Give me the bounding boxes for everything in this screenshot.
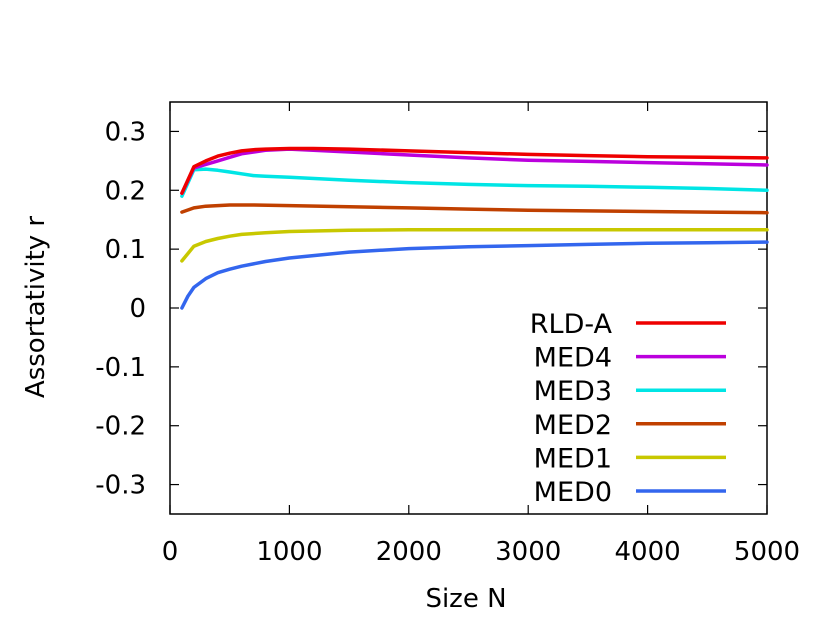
x-tick-label: 2000 bbox=[376, 537, 442, 567]
y-tick-label: 0 bbox=[129, 294, 146, 324]
y-tick-label: 0.1 bbox=[105, 235, 146, 265]
y-tick-label: 0.3 bbox=[105, 117, 146, 147]
legend-label-med3: MED3 bbox=[534, 376, 612, 407]
y-axis-title: Assortativity r bbox=[21, 216, 51, 398]
series-line-med0 bbox=[180, 240, 769, 310]
y-tick-label: 0.2 bbox=[105, 176, 146, 206]
legend-label-med1: MED1 bbox=[534, 443, 612, 474]
ticks-group: -0.3 -0.2 -0.1 0 0.1 0.2 0.3 0 1000 2000 3000 4000 5… bbox=[95, 102, 800, 567]
series-line-med3 bbox=[180, 167, 769, 198]
series-line-rld-a bbox=[180, 146, 769, 195]
legend-label-med4: MED4 bbox=[534, 343, 612, 374]
x-tick-label: 3000 bbox=[495, 537, 561, 567]
series-line-med1 bbox=[180, 227, 769, 263]
y-tick-label: -0.3 bbox=[95, 471, 146, 501]
legend-label-med0: MED0 bbox=[534, 477, 612, 508]
y-tick-label: -0.2 bbox=[95, 412, 146, 442]
series-line-med2 bbox=[180, 203, 769, 215]
x-tick-label: 1000 bbox=[256, 537, 322, 567]
x-tick-label: 5000 bbox=[734, 537, 800, 567]
x-axis-title: Size N bbox=[425, 584, 506, 614]
legend-label-rld-a: RLD-A bbox=[530, 309, 613, 340]
y-tick-label: -0.1 bbox=[95, 353, 146, 383]
x-tick-label: 0 bbox=[162, 537, 179, 567]
series-group bbox=[180, 146, 769, 310]
x-tick-label: 4000 bbox=[615, 537, 681, 567]
legend-label-med2: MED2 bbox=[534, 410, 612, 441]
